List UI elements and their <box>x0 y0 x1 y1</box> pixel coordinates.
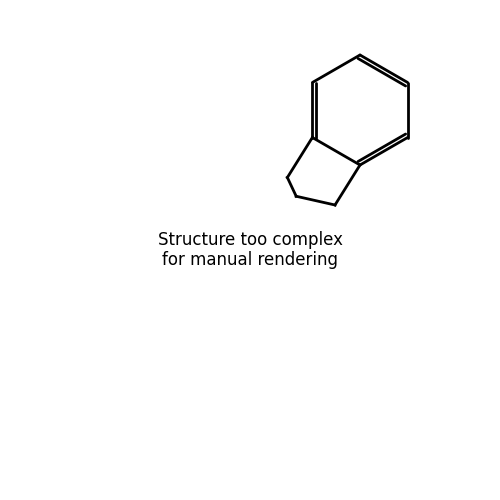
Text: Structure too complex
for manual rendering: Structure too complex for manual renderi… <box>158 230 342 270</box>
